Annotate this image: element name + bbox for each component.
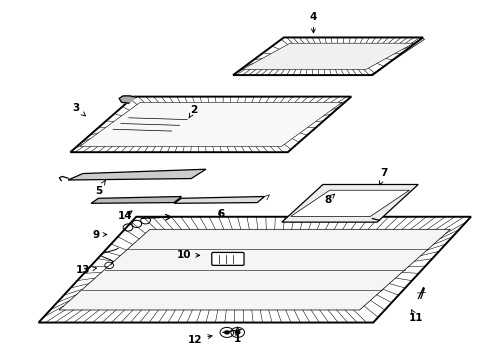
Polygon shape (233, 37, 423, 75)
Text: 14: 14 (118, 211, 133, 221)
Text: 12: 12 (188, 334, 212, 345)
Text: 13: 13 (75, 265, 97, 275)
Text: 9: 9 (93, 230, 107, 239)
Text: 11: 11 (409, 310, 423, 323)
Circle shape (224, 330, 230, 334)
Text: 2: 2 (189, 105, 197, 118)
Circle shape (235, 330, 241, 334)
Polygon shape (282, 184, 418, 222)
Text: 10: 10 (177, 250, 200, 260)
Polygon shape (174, 197, 265, 203)
Polygon shape (243, 43, 414, 69)
Polygon shape (59, 229, 450, 310)
Text: 7: 7 (379, 168, 388, 185)
Polygon shape (119, 96, 136, 103)
Text: 3: 3 (73, 103, 85, 116)
Polygon shape (68, 169, 206, 180)
Polygon shape (71, 96, 351, 152)
Text: 4: 4 (310, 12, 317, 33)
Polygon shape (91, 197, 181, 203)
Text: 6: 6 (217, 209, 224, 219)
Polygon shape (291, 190, 410, 216)
Text: 8: 8 (324, 194, 335, 205)
FancyBboxPatch shape (212, 252, 244, 265)
Text: 1: 1 (234, 327, 241, 343)
Polygon shape (80, 102, 342, 147)
Polygon shape (39, 217, 471, 323)
Text: 5: 5 (95, 181, 105, 196)
